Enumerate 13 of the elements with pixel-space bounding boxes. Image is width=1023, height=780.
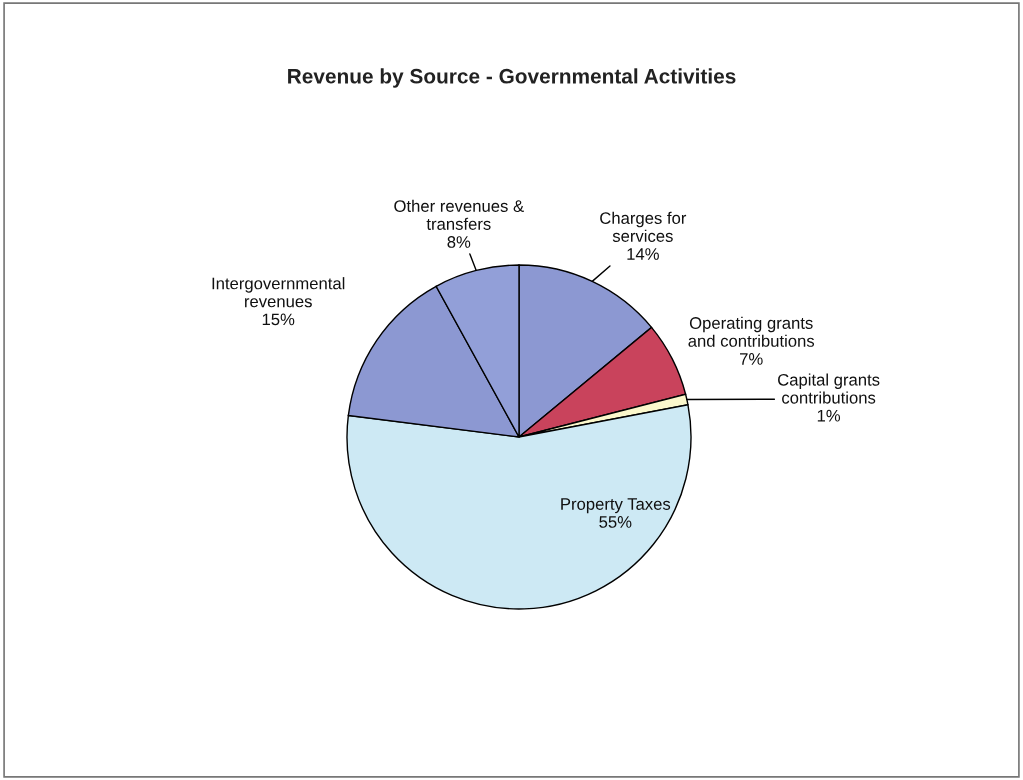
- data-label: 1%: [817, 409, 841, 422]
- slice-label: Other revenues & transfers: [394, 199, 524, 230]
- slice-label: Property Taxes: [561, 498, 671, 514]
- data-label: 7%: [740, 353, 763, 365]
- data-label: 14%: [627, 248, 659, 260]
- data-label: 15%: [262, 313, 295, 326]
- data-label: 8%: [447, 236, 471, 248]
- slice-label: Operating grants and contributions: [688, 316, 815, 347]
- chart-title: Revenue by Source - Governmental Activities: [288, 68, 736, 88]
- slice-label: Charges for services: [600, 211, 687, 242]
- slice-label: Intergovernmental revenues: [212, 277, 345, 308]
- slice-label: Capital grants contributions: [778, 373, 880, 404]
- data-label: 55%: [599, 516, 632, 528]
